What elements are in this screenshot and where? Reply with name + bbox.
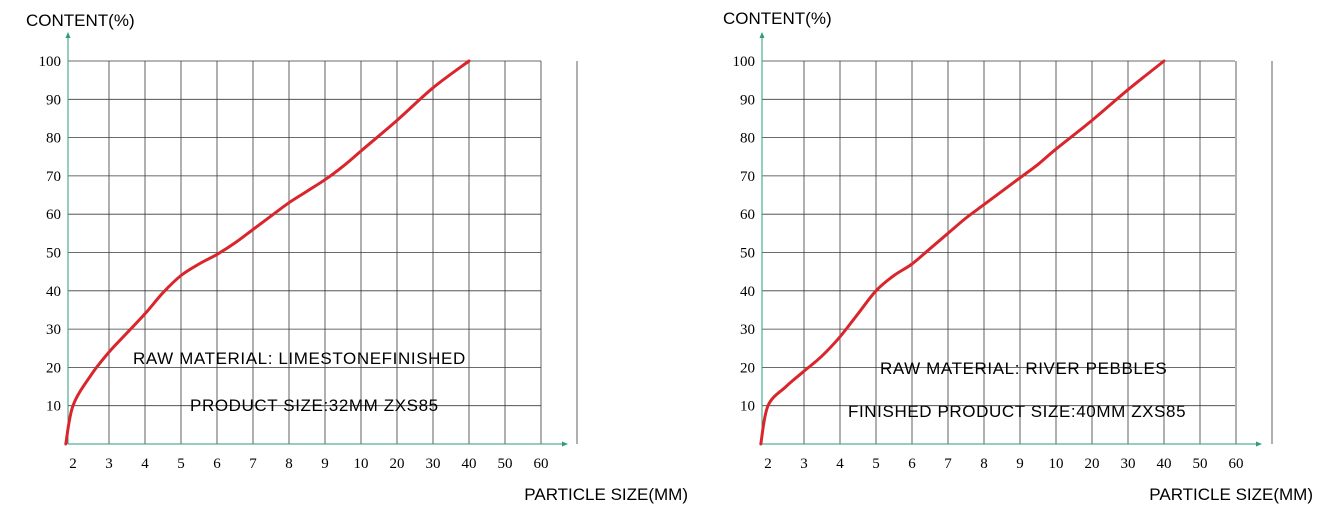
y-tick-label: 100 (39, 54, 62, 70)
y-tick-label: 40 (46, 284, 61, 300)
series-line (64, 59, 471, 446)
y-tick-label: 70 (740, 169, 755, 185)
y-tick-label: 90 (46, 92, 61, 108)
x-tick-label: 4 (141, 456, 149, 472)
x-tick-label: 7 (944, 456, 952, 472)
x-axis-title: PARTICLE SIZE(MM) (524, 485, 688, 504)
y-tick-label: 70 (46, 169, 61, 185)
grid (762, 60, 1273, 444)
axes (759, 32, 1262, 447)
x-axis-arrow-icon (562, 441, 568, 447)
chart-river-pebbles: 10 20 30 40 50 60 70 80 90 100 2 3 4 5 6 7 8 9 10 20 30 40 50 6… (723, 9, 1313, 504)
y-axis-arrow-icon (65, 32, 71, 38)
x-tick-label: 20 (1085, 456, 1100, 472)
x-tick-label: 10 (1049, 456, 1064, 472)
y-tick-label: 20 (46, 360, 61, 376)
x-tick-label: 30 (426, 456, 441, 472)
x-tick-label: 40 (462, 456, 477, 472)
y-tick-label: 50 (740, 246, 755, 262)
x-tick-label: 60 (1229, 456, 1244, 472)
x-axis-arrow-icon (1256, 441, 1262, 447)
x-tick-label: 3 (105, 456, 113, 472)
x-tick-label: 50 (498, 456, 513, 472)
y-tick-label: 20 (740, 360, 755, 376)
annotation-text: RAW MATERIAL: RIVER PEBBLES (880, 359, 1167, 378)
y-tick-label: 50 (46, 246, 61, 262)
y-axis-title: CONTENT(%) (723, 9, 832, 28)
y-tick-label: 80 (46, 131, 61, 147)
grid (68, 60, 578, 444)
x-axis-title: PARTICLE SIZE(MM) (1149, 485, 1313, 504)
y-tick-label: 30 (740, 322, 755, 338)
annotation-text: PRODUCT SIZE:32MM ZXS85 (190, 396, 439, 415)
x-tick-label: 9 (1016, 456, 1024, 472)
x-tick-label: 50 (1193, 456, 1208, 472)
x-tick-label: 4 (836, 456, 844, 472)
x-tick-label: 7 (249, 456, 257, 472)
annotation-text: FINISHED PRODUCT SIZE:40MM ZXS85 (848, 402, 1186, 421)
x-tick-label: 6 (213, 456, 221, 472)
y-tick-label: 10 (46, 399, 61, 415)
y-tick-label: 80 (740, 131, 755, 147)
y-tick-label: 90 (740, 92, 755, 108)
x-tick-label: 10 (354, 456, 369, 472)
x-tick-label: 40 (1157, 456, 1172, 472)
x-tick-label: 5 (177, 456, 185, 472)
annotation-text: RAW MATERIAL: LIMESTONEFINISHED (133, 349, 466, 368)
y-tick-label: 100 (733, 54, 756, 70)
y-tick-label: 60 (740, 207, 755, 223)
y-axis-title: CONTENT(%) (26, 11, 135, 30)
x-tick-label: 60 (534, 456, 549, 472)
series-line (759, 59, 1166, 446)
x-tick-label: 6 (908, 456, 916, 472)
x-tick-label: 5 (872, 456, 880, 472)
y-tick-label: 30 (46, 322, 61, 338)
y-axis-arrow-icon (759, 32, 765, 38)
x-tick-label: 20 (390, 456, 405, 472)
y-tick-label: 10 (740, 399, 755, 415)
y-tick-label: 60 (46, 207, 61, 223)
x-tick-label: 9 (321, 456, 329, 472)
x-tick-label: 8 (980, 456, 988, 472)
x-tick-label: 3 (800, 456, 808, 472)
x-tick-label: 2 (69, 456, 77, 472)
axes (65, 32, 568, 447)
x-tick-label: 30 (1121, 456, 1136, 472)
chart-limestone: 10 20 30 40 50 60 70 80 90 100 2 3 4 5 6 7 8 9 10 20 30 40 50 6… (26, 11, 688, 504)
x-tick-label: 2 (764, 456, 772, 472)
y-tick-label: 40 (740, 284, 755, 300)
x-tick-label: 8 (285, 456, 293, 472)
